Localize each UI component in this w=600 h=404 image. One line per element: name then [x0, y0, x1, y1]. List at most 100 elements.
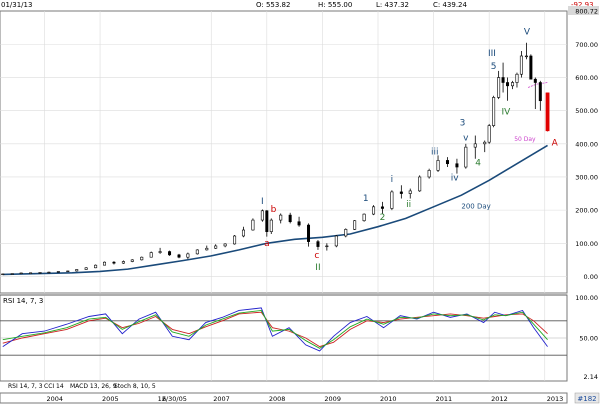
- candle: [445, 157, 449, 168]
- candle: [511, 80, 515, 90]
- candle: [519, 51, 523, 78]
- candle-body-up: [515, 73, 519, 83]
- candle-body-up: [473, 143, 477, 148]
- candle: [497, 70, 501, 100]
- candle: [362, 213, 366, 222]
- candle-body-up: [353, 220, 357, 230]
- candle-body-up: [325, 245, 329, 248]
- footer-badge-box: [574, 392, 600, 404]
- candle: [390, 190, 394, 211]
- price-tick-label: 800.72: [575, 8, 598, 16]
- candle-body-up: [121, 261, 125, 264]
- candle: [529, 54, 533, 80]
- tab-stoch[interactable]: Stoch 8, 10, 5: [114, 383, 156, 390]
- candle: [149, 251, 153, 258]
- candle-body-down: [288, 214, 292, 223]
- candle-body-up: [241, 229, 245, 237]
- candle-body-up: [94, 264, 98, 269]
- candle: [195, 249, 199, 255]
- candle-body-up: [427, 170, 431, 178]
- candle: [316, 239, 320, 250]
- candle-body-up: [19, 272, 23, 275]
- candle: [418, 175, 422, 192]
- candle-body-up: [519, 55, 523, 75]
- tab-rsi[interactable]: RSI 14, 7, 3: [8, 383, 43, 390]
- candle: [158, 247, 162, 254]
- candle-body-up: [205, 247, 209, 251]
- wave-label: 5: [491, 62, 497, 72]
- candle-body-up: [511, 82, 515, 87]
- tab-macd[interactable]: MACD 13, 26, 9: [70, 383, 117, 390]
- candle: [205, 245, 209, 251]
- time-tick-label: 2012: [491, 395, 508, 403]
- candle: [1, 273, 5, 276]
- time-tick-label: 12/30/05: [158, 395, 187, 403]
- candle: [265, 210, 269, 237]
- rsi-tick-label: 100.00: [575, 294, 598, 302]
- candle-body-up: [497, 77, 501, 98]
- ma50-label: 50 Day: [514, 136, 536, 143]
- time-tick-label: 2005: [102, 395, 119, 403]
- candle: [473, 135, 477, 159]
- candle-body-up: [140, 256, 144, 261]
- candle: [19, 272, 23, 275]
- wave-label: 1: [363, 194, 369, 204]
- price-label-highlight: [568, 6, 599, 15]
- candle: [372, 205, 376, 216]
- price-tick-label: 300.00: [575, 173, 598, 181]
- rsi-series-line: [2, 309, 548, 349]
- time-tick-label: 2010: [380, 395, 397, 403]
- wave-label: c: [314, 251, 319, 261]
- price-tick-label: 700.00: [575, 41, 598, 49]
- time-tick-label: 2008: [269, 395, 286, 403]
- candle-body-down: [168, 251, 172, 256]
- candle-body-up: [344, 229, 348, 237]
- header-date: 01/31/13: [1, 1, 33, 9]
- candle-body-down: [307, 224, 311, 242]
- candle: [214, 244, 218, 249]
- candle: [297, 216, 301, 227]
- wave-label: II: [315, 263, 320, 273]
- wave-label: III: [488, 49, 496, 59]
- wave-label: i: [391, 175, 394, 185]
- candle-body-up: [149, 252, 153, 258]
- candle: [325, 243, 329, 251]
- candle-body-down: [399, 191, 403, 194]
- wave-label: iii: [431, 147, 439, 157]
- price-tick-label: 400.00: [575, 140, 598, 148]
- candle-body-up: [251, 219, 255, 231]
- candle: [10, 273, 14, 275]
- candle-body-up: [56, 271, 60, 273]
- candle: [47, 271, 51, 274]
- tab-cci[interactable]: CCI 14: [44, 383, 64, 390]
- wave-label: I: [261, 197, 264, 207]
- candle: [177, 253, 181, 259]
- candle: [501, 62, 505, 93]
- candle-body-up: [390, 191, 394, 209]
- candle-body-up: [186, 253, 190, 258]
- candle: [464, 143, 468, 169]
- header-open: O: 553.82: [256, 1, 291, 9]
- candle: [66, 270, 70, 273]
- candle: [233, 234, 237, 245]
- candle-body-up: [29, 272, 33, 274]
- header-low: L: 437.32: [376, 1, 409, 9]
- time-tick-label: 2007: [213, 395, 230, 403]
- candle-body-down: [445, 160, 449, 165]
- candle: [29, 272, 33, 274]
- wave-label: v: [463, 134, 469, 144]
- wave-label: 2: [380, 213, 386, 223]
- candle: [506, 77, 510, 101]
- candle: [241, 226, 245, 238]
- candle-body-up: [362, 213, 366, 222]
- candle-body-down: [112, 261, 116, 264]
- candle: [408, 188, 412, 199]
- time-tick-label: 2009: [324, 395, 341, 403]
- candle: [380, 201, 384, 214]
- candle: [269, 218, 273, 234]
- candle-body-up: [66, 270, 70, 273]
- rsi-tick-label: 50.00: [579, 335, 598, 343]
- candle-body-up: [38, 272, 42, 274]
- candle-body-up: [103, 261, 107, 266]
